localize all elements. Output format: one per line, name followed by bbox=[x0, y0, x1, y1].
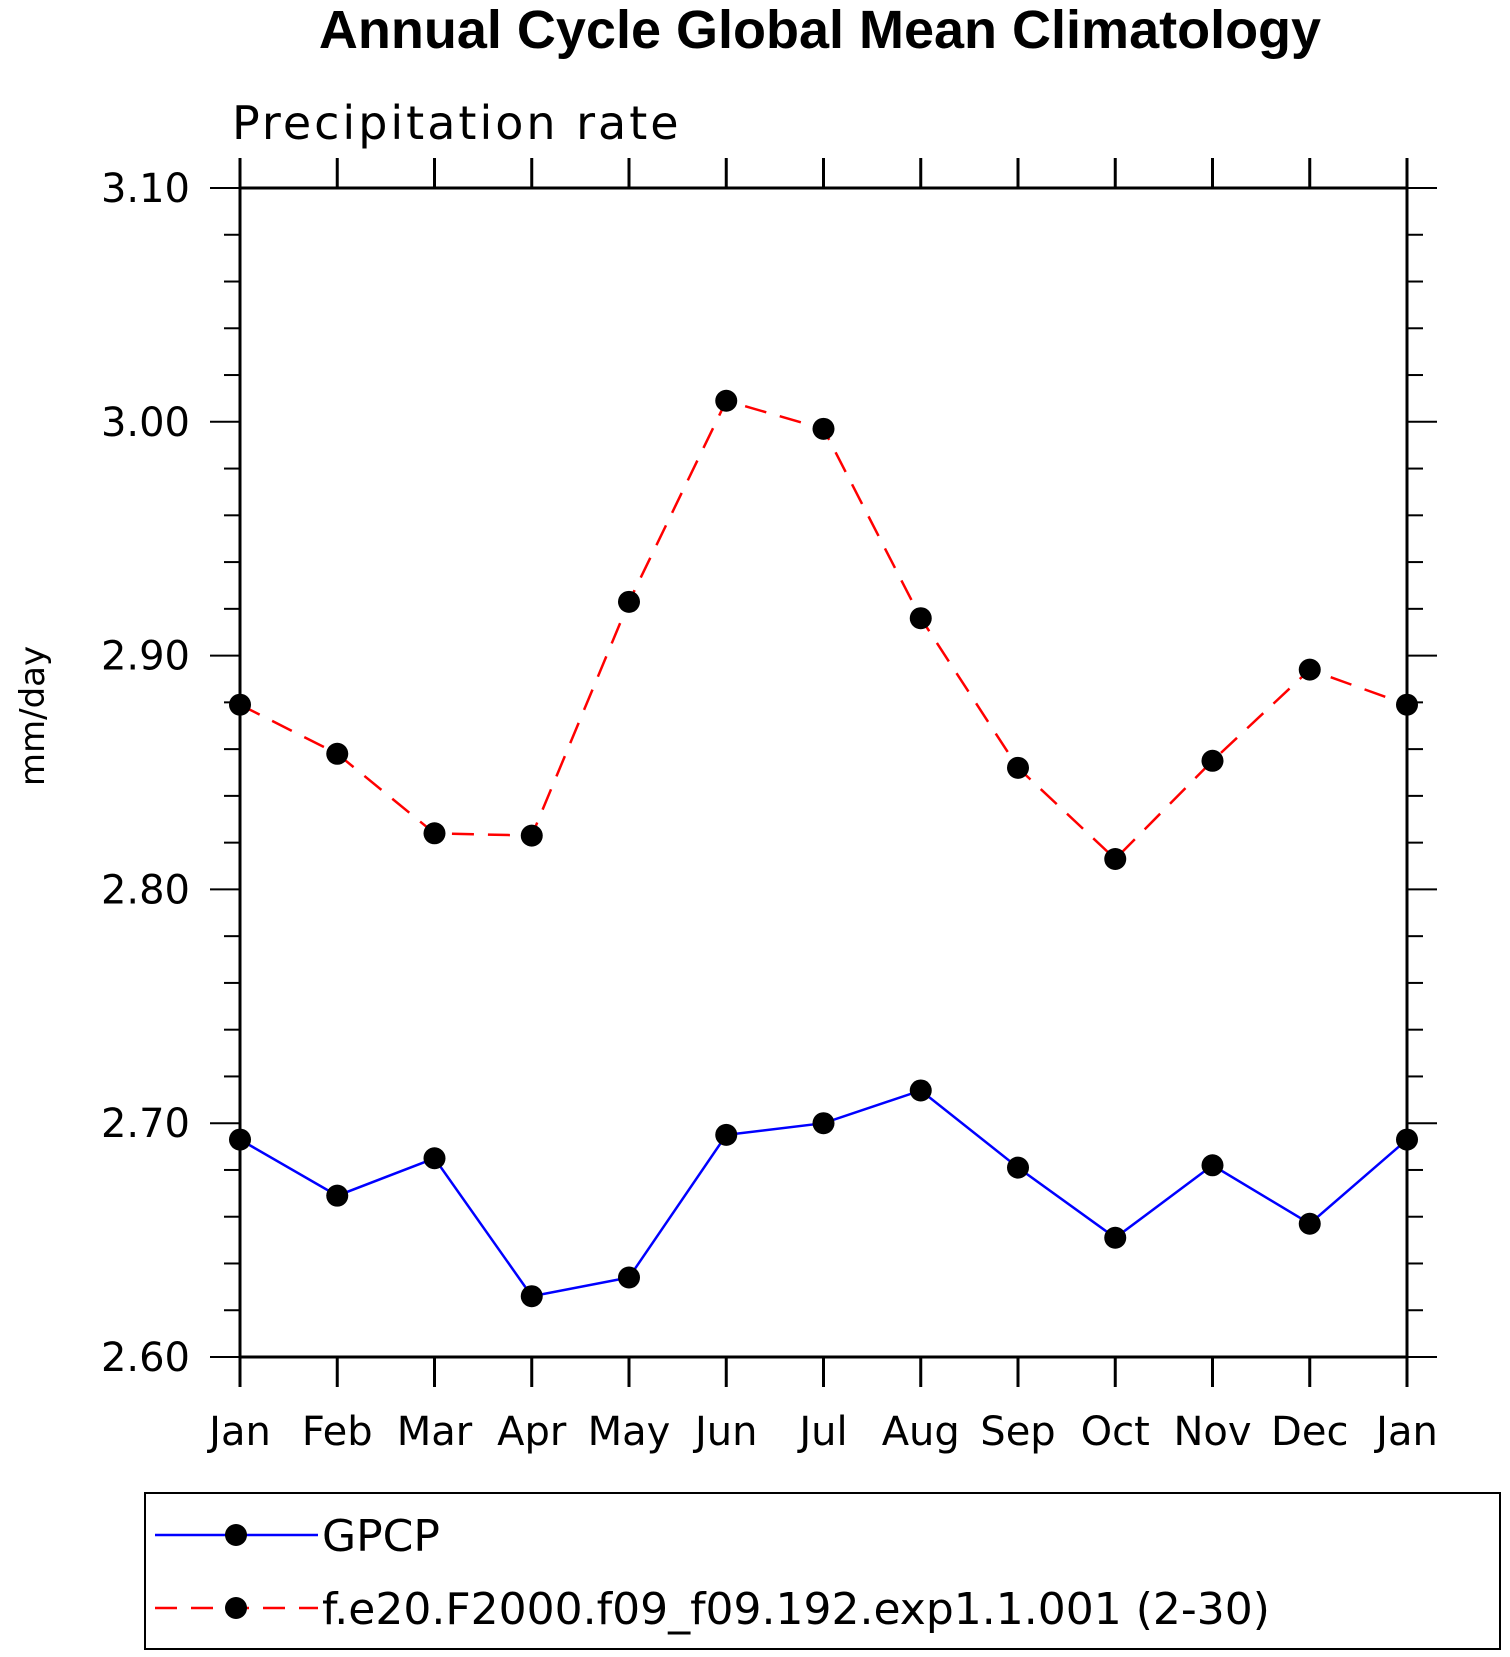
x-tick-label: Aug bbox=[882, 1409, 960, 1455]
data-point bbox=[909, 607, 932, 630]
data-point bbox=[618, 590, 640, 613]
y-tick-label: 3.10 bbox=[101, 166, 190, 212]
legend: GPCP f.e20.F2000.f09_f09.192.exp1.1.001 (… bbox=[144, 1492, 1501, 1650]
x-tick-label: Dec bbox=[1271, 1409, 1348, 1455]
x-tick-labels: Jan Feb Mar Apr May Jun Jul Aug Sep Oct Nov Dec Jan bbox=[206, 1409, 1438, 1455]
data-point bbox=[1104, 1226, 1127, 1249]
data-point bbox=[812, 417, 835, 440]
data-point bbox=[1396, 1128, 1418, 1151]
plot-frame bbox=[238, 186, 1409, 1359]
data-point bbox=[618, 1266, 640, 1289]
data-point bbox=[909, 1079, 932, 1102]
series-markers bbox=[229, 389, 1418, 1308]
data-point bbox=[812, 1112, 835, 1135]
data-point bbox=[423, 822, 446, 845]
x-tick-label: Nov bbox=[1173, 1409, 1251, 1455]
data-point bbox=[1201, 749, 1224, 772]
series-lines bbox=[239, 399, 1408, 1298]
y-axis-label: mm/day bbox=[13, 646, 53, 786]
data-point bbox=[1298, 1212, 1321, 1235]
legend-marker bbox=[225, 1524, 247, 1546]
axes bbox=[210, 158, 1437, 1387]
data-point bbox=[229, 1128, 251, 1151]
legend-marker bbox=[225, 1597, 247, 1619]
data-point bbox=[1007, 1156, 1029, 1179]
y-tick-label: 2.90 bbox=[101, 634, 190, 680]
data-point bbox=[229, 693, 251, 716]
data-point bbox=[423, 1147, 446, 1170]
legend-box bbox=[144, 1492, 1501, 1650]
y-tick-label: 2.60 bbox=[101, 1335, 190, 1381]
x-tick-label: Sep bbox=[980, 1409, 1055, 1455]
data-point bbox=[520, 1285, 543, 1308]
data-point bbox=[1298, 658, 1321, 681]
data-point bbox=[1007, 756, 1029, 779]
data-point bbox=[715, 1123, 738, 1146]
x-tick-label: Jun bbox=[692, 1409, 758, 1455]
legend-label: f.e20.F2000.f09_f09.192.exp1.1.001 (2-30… bbox=[322, 1584, 1270, 1635]
legend-label: GPCP bbox=[322, 1511, 440, 1562]
x-tick-label: Feb bbox=[302, 1409, 373, 1455]
y-tick-label: 2.70 bbox=[101, 1101, 190, 1147]
x-tick-label: Jan bbox=[206, 1409, 271, 1455]
data-point bbox=[1396, 693, 1418, 716]
y-tick-label: 3.00 bbox=[101, 400, 190, 446]
data-point bbox=[326, 742, 349, 765]
chart-title: Annual Cycle Global Mean Climatology bbox=[319, 0, 1321, 60]
x-tick-label: May bbox=[588, 1409, 671, 1455]
data-point bbox=[326, 1184, 349, 1207]
x-tick-label: Jan bbox=[1373, 1409, 1438, 1455]
data-point bbox=[1201, 1154, 1224, 1177]
series-line-2 bbox=[239, 399, 1408, 861]
chart-subtitle: Precipitation rate bbox=[232, 96, 682, 150]
y-tick-labels: 2.60 2.70 2.80 2.90 3.00 3.10 bbox=[101, 166, 190, 1381]
data-point bbox=[715, 389, 738, 412]
x-tick-label: Oct bbox=[1081, 1409, 1150, 1455]
data-point bbox=[1104, 848, 1127, 871]
y-tick-label: 2.80 bbox=[101, 867, 190, 913]
x-tick-label: Mar bbox=[397, 1409, 473, 1455]
x-tick-label: Apr bbox=[497, 1409, 567, 1455]
data-point bbox=[520, 824, 543, 847]
x-tick-label: Jul bbox=[796, 1409, 847, 1455]
